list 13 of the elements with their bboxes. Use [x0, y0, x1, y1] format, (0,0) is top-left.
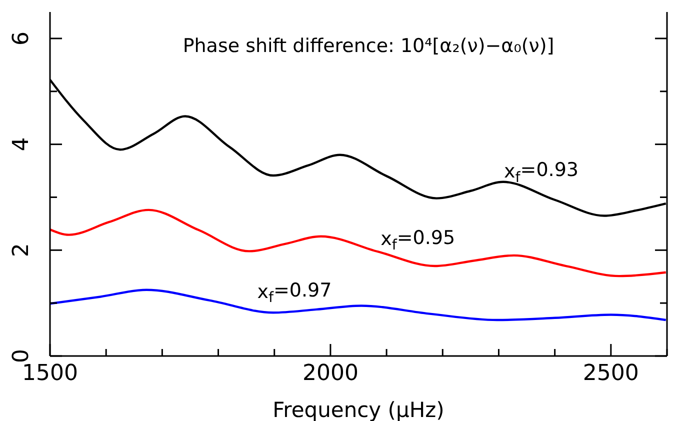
text: Phase shift difference: 10⁴[α₂(ν)−α₀(ν)] — [182, 35, 554, 57]
x-axis-title: Frequency (μHz) — [272, 398, 444, 421]
y-tick-label: 2 — [9, 243, 34, 258]
y-tick-label: 6 — [9, 31, 34, 46]
x-tick-label: 2000 — [302, 361, 358, 386]
x-tick-label: 2500 — [582, 361, 639, 386]
series-label: x$_{f}$=0.95 — [380, 226, 456, 254]
series-label: x$_{f}$=0.97 — [257, 279, 332, 306]
x-tick-label: 1500 — [22, 361, 78, 386]
line-series — [50, 208, 667, 278]
y-tick-label: 4 — [9, 137, 34, 152]
series-label: x$_{f}$=0.93 — [504, 159, 579, 186]
y-tick-label: 0 — [9, 349, 34, 363]
